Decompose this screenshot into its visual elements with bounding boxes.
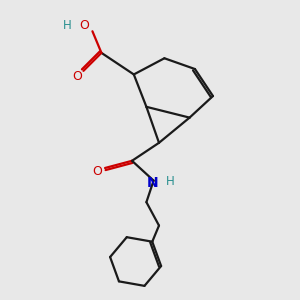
Text: H: H	[165, 175, 174, 188]
Text: O: O	[80, 20, 89, 32]
Text: O: O	[92, 165, 102, 178]
Text: O: O	[72, 70, 82, 83]
Text: H: H	[63, 20, 72, 32]
Text: N: N	[147, 176, 159, 190]
